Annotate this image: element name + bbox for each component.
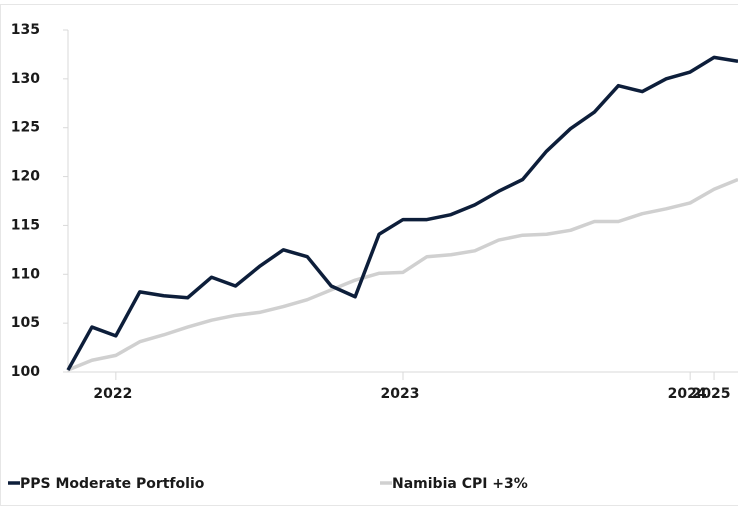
- x-tick-label: 2022: [93, 386, 132, 402]
- x-tick-label: 2024: [668, 386, 707, 402]
- legend-label: Namibia CPI +3%: [392, 476, 528, 492]
- y-tick-label: 125: [11, 120, 40, 136]
- y-tick-label: 135: [11, 22, 40, 38]
- y-tick-label: 115: [11, 217, 40, 233]
- y-tick-label: 120: [11, 169, 40, 185]
- line-series: [66, 55, 738, 371]
- x-tick-label: 2023: [381, 386, 420, 402]
- y-tick-label: 105: [11, 315, 40, 331]
- y-tick-label: 130: [11, 71, 40, 87]
- legend-label: PPS Moderate Portfolio: [20, 476, 205, 492]
- x-tick-label: 2025: [692, 386, 731, 402]
- y-tick-label: 100: [11, 364, 40, 380]
- line-series: [67, 177, 738, 372]
- y-tick-label: 110: [11, 266, 40, 282]
